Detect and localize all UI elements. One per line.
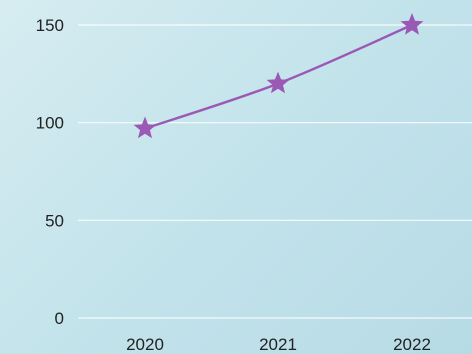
x-tick-label-2022: 2022 [393,335,431,354]
y-tick-label-150: 150 [36,16,64,35]
gridlines [78,24,472,319]
y-axis-ticks: 0 50 100 150 [36,16,64,328]
x-axis-ticks: 2020 2021 2022 [126,335,431,354]
x-tick-label-2021: 2021 [259,335,297,354]
x-tick-label-2020: 2020 [126,335,164,354]
data-point-2022 [400,13,424,35]
y-tick-label-50: 50 [45,211,64,230]
data-point-2021 [266,71,290,94]
series-layer [133,13,424,139]
data-point-2020 [133,116,157,139]
y-tick-label-0: 0 [55,309,64,328]
y-tick-label-100: 100 [36,114,64,133]
